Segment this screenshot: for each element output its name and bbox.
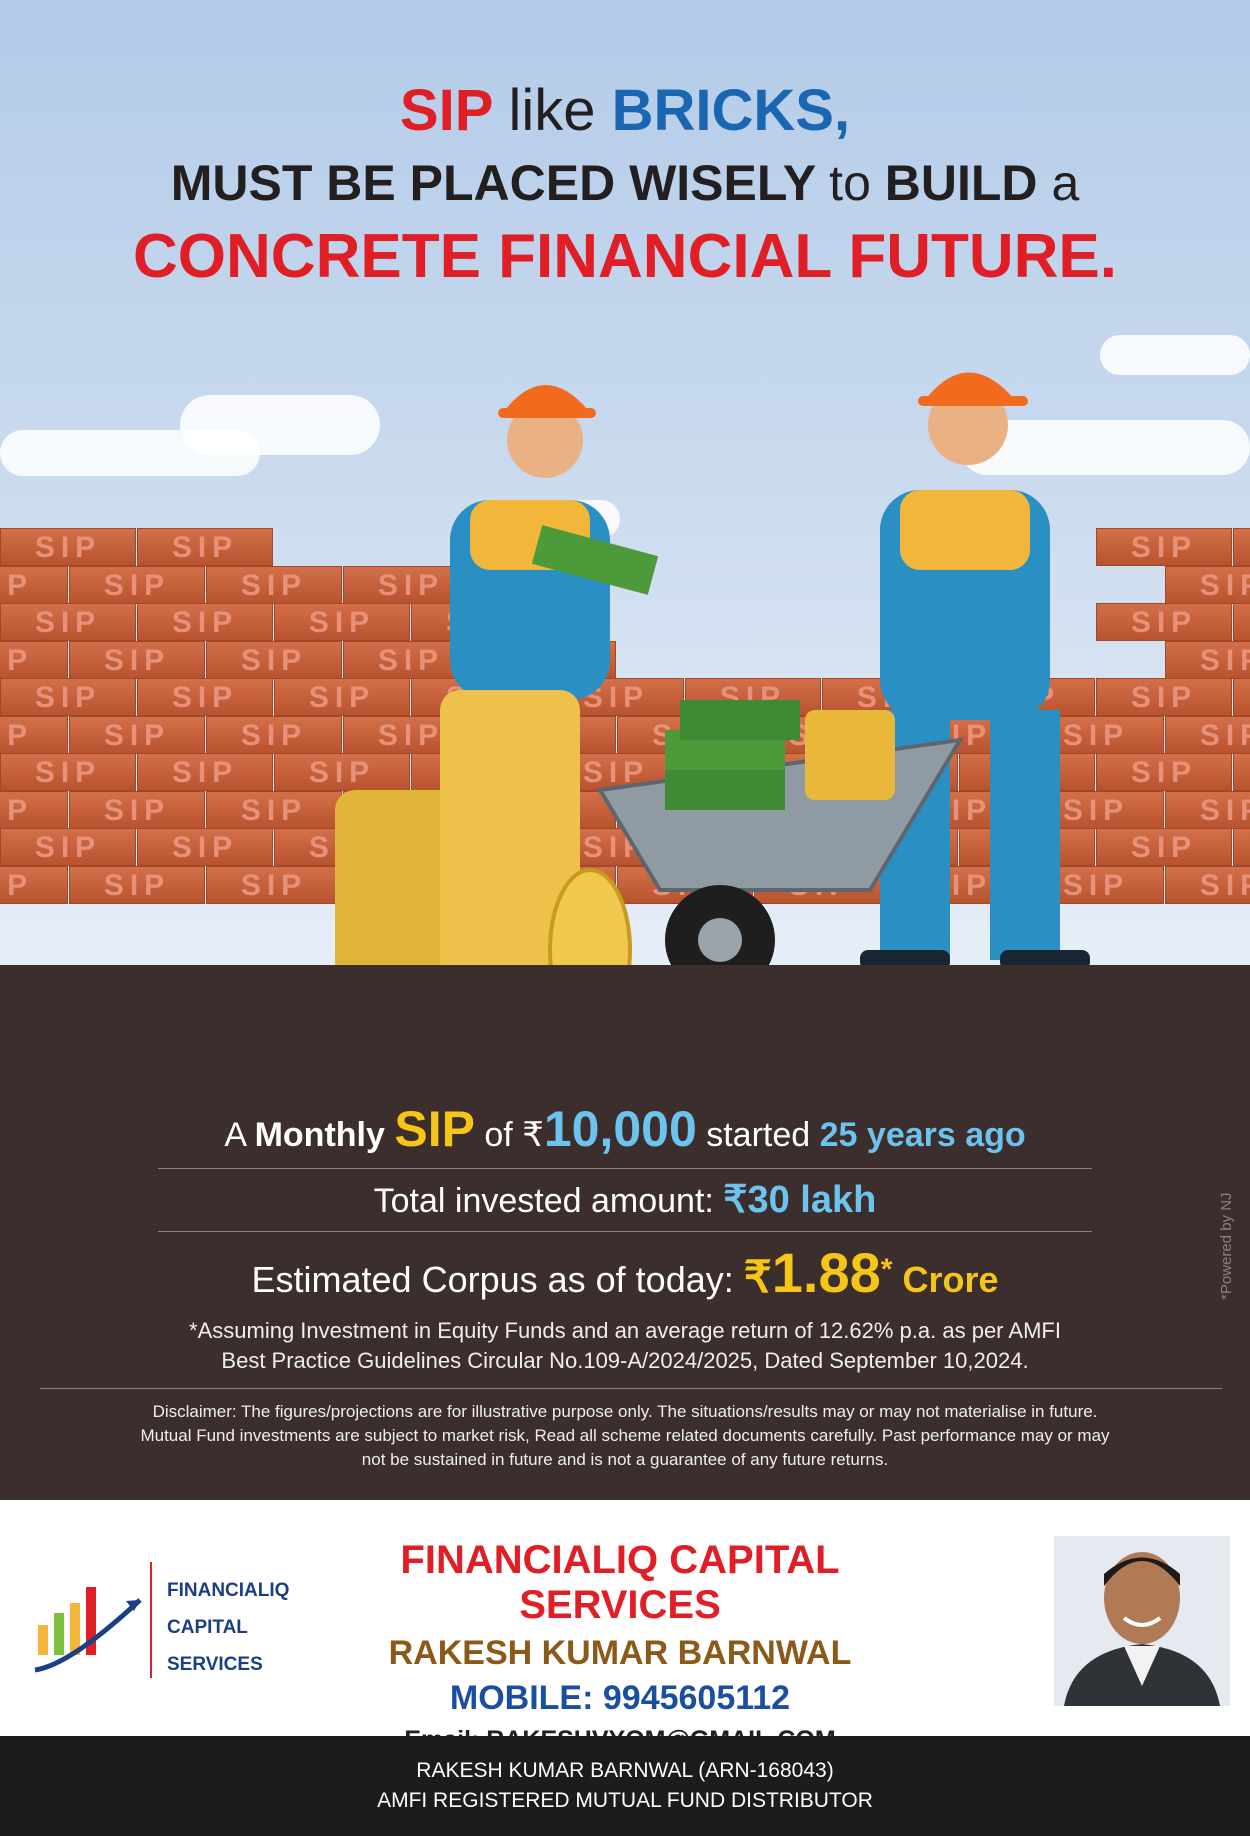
arn-bar: RAKESH KUMAR BARNWAL (ARN-168043) AMFI R… (0, 1736, 1250, 1836)
brick: SIP (137, 528, 273, 566)
brick: SIP (0, 565, 68, 604)
headline-like: like (508, 78, 596, 143)
logo-text-line: CAPITAL (167, 1617, 248, 1638)
disclaimer-line1: Disclaimer: The figures/projections are … (152, 1402, 1098, 1421)
powered-by-label: *Powered by NJ (1218, 1192, 1235, 1300)
monthly-sip-line: A Monthly SIP of ₹10,000 started 25 year… (0, 1100, 1250, 1158)
headline-build: BUILD (884, 155, 1038, 211)
assumption-line2: Best Practice Guidelines Circular No.109… (221, 1348, 1029, 1373)
divider (158, 1231, 1092, 1232)
brick: SIP (206, 565, 342, 604)
headline-to: to (829, 155, 871, 211)
brick: SIP (137, 828, 273, 866)
headline: SIP like BRICKS, MUST BE PLACED WISELY t… (0, 82, 1250, 288)
brick: SIP (206, 865, 342, 904)
cloud (180, 395, 380, 455)
corpus-value: 1.88 (771, 1241, 881, 1304)
disclaimer: Disclaimer: The figures/projections are … (0, 1400, 1250, 1472)
corpus-star: * (880, 1253, 893, 1286)
monthly-amount: 10,000 (543, 1101, 697, 1157)
rupee-symbol: ₹ (522, 1116, 544, 1154)
divider (40, 1388, 1222, 1389)
logo-divider (150, 1562, 152, 1678)
brick: SIP (0, 715, 68, 754)
logo-text-line: FINANCIALIQ (167, 1580, 290, 1601)
text-a: A (224, 1116, 246, 1154)
corpus-unit: Crore (902, 1259, 999, 1300)
footer: FINANCIALIQ CAPITAL SERVICES FINANCIALIQ… (0, 1500, 1250, 1754)
logo-text-line: SERVICES (167, 1654, 263, 1675)
worker-right-illustration (860, 372, 1090, 970)
advisor-portrait-illustration (1054, 1536, 1230, 1706)
advisor-photo (1054, 1536, 1230, 1706)
invested-value: ₹30 lakh (723, 1179, 877, 1221)
disclaimer-line3: not be sustained in future and is not a … (361, 1450, 889, 1469)
headline-sip: SIP (399, 78, 493, 143)
headline-line3: CONCRETE FINANCIAL FUTURE. (133, 222, 1117, 291)
headline-line1: SIP like BRICKS, (0, 82, 1250, 140)
text-monthly: Monthly (254, 1116, 385, 1154)
financialiq-logo-icon (34, 1587, 142, 1673)
brick: SIP (0, 678, 136, 716)
text-started: started (706, 1116, 811, 1154)
info-panel (0, 965, 1250, 1500)
brick: SIP (206, 715, 342, 754)
headline-bricks: BRICKS, (611, 78, 851, 143)
arn-line: RAKESH KUMAR BARNWAL (ARN-168043) (416, 1759, 834, 1782)
assumption-note: *Assuming Investment in Equity Funds and… (0, 1316, 1250, 1376)
logo-text: FINANCIALIQ CAPITAL SERVICES (167, 1572, 289, 1683)
brick: SIP (137, 603, 273, 641)
brick: SIP (69, 640, 205, 679)
disclaimer-line2: Mutual Fund investments are subject to m… (140, 1426, 1110, 1445)
brick: SIP (137, 753, 273, 791)
cloud (1100, 335, 1250, 375)
firm-name: FINANCIALIQ CAPITAL SERVICES (400, 1538, 840, 1627)
brick: SIP (0, 828, 136, 866)
brick: SIP (1096, 528, 1232, 566)
brick: SIP (1165, 565, 1250, 604)
cloud (960, 420, 1250, 475)
brick: SIP (0, 790, 68, 829)
divider (158, 1168, 1092, 1169)
brick: SIP (1096, 678, 1232, 716)
brick: SIP (1165, 865, 1250, 904)
brick: SIP (0, 603, 136, 641)
assumption-line1: *Assuming Investment in Equity Funds and… (189, 1318, 1061, 1343)
worker-left-illustration (450, 385, 659, 700)
headline-placed-wisely: MUST BE PLACED WISELY (170, 155, 816, 211)
brick: SIP (69, 565, 205, 604)
corpus-label: Estimated Corpus as of today: (251, 1259, 734, 1300)
brick: SIP (69, 865, 205, 904)
invested-line: Total invested amount: ₹30 lakh (0, 1177, 1250, 1222)
person-name: RAKESH KUMAR BARNWAL (388, 1634, 852, 1672)
brick: SIP (206, 640, 342, 679)
brick: SIP (137, 678, 273, 716)
brick: SIP (274, 603, 410, 641)
brick: SIP (1165, 640, 1250, 679)
brick: SIP (1165, 715, 1250, 754)
brick: SIP (274, 753, 410, 791)
brick: SIP (0, 865, 68, 904)
contact-block: FINANCIALIQ CAPITAL SERVICES RAKESH KUMA… (310, 1538, 930, 1755)
brick: SIP (1096, 828, 1232, 866)
brick: SIP (0, 640, 68, 679)
headline-a: a (1051, 155, 1080, 211)
years-ago: 25 years ago (819, 1116, 1026, 1154)
corpus-line: Estimated Corpus as of today: ₹1.88* Cro… (0, 1240, 1250, 1305)
mobile-number[interactable]: MOBILE: 9945605112 (449, 1679, 791, 1717)
text-of: of (484, 1116, 513, 1154)
brick: SIP (274, 678, 410, 716)
brick: SIP (1096, 753, 1232, 791)
invested-label: Total invested amount: (373, 1182, 714, 1220)
amfi-line: AMFI REGISTERED MUTUAL FUND DISTRIBUTOR (377, 1789, 873, 1812)
brick: SIP (0, 528, 136, 566)
brick: SIP (1165, 790, 1250, 829)
text-sip: SIP (394, 1101, 475, 1157)
corpus-rupee: ₹ (743, 1253, 772, 1302)
brick: SIP (1096, 603, 1232, 641)
brick: SIP (0, 753, 136, 791)
headline-line2: MUST BE PLACED WISELY to BUILD a (0, 158, 1250, 208)
